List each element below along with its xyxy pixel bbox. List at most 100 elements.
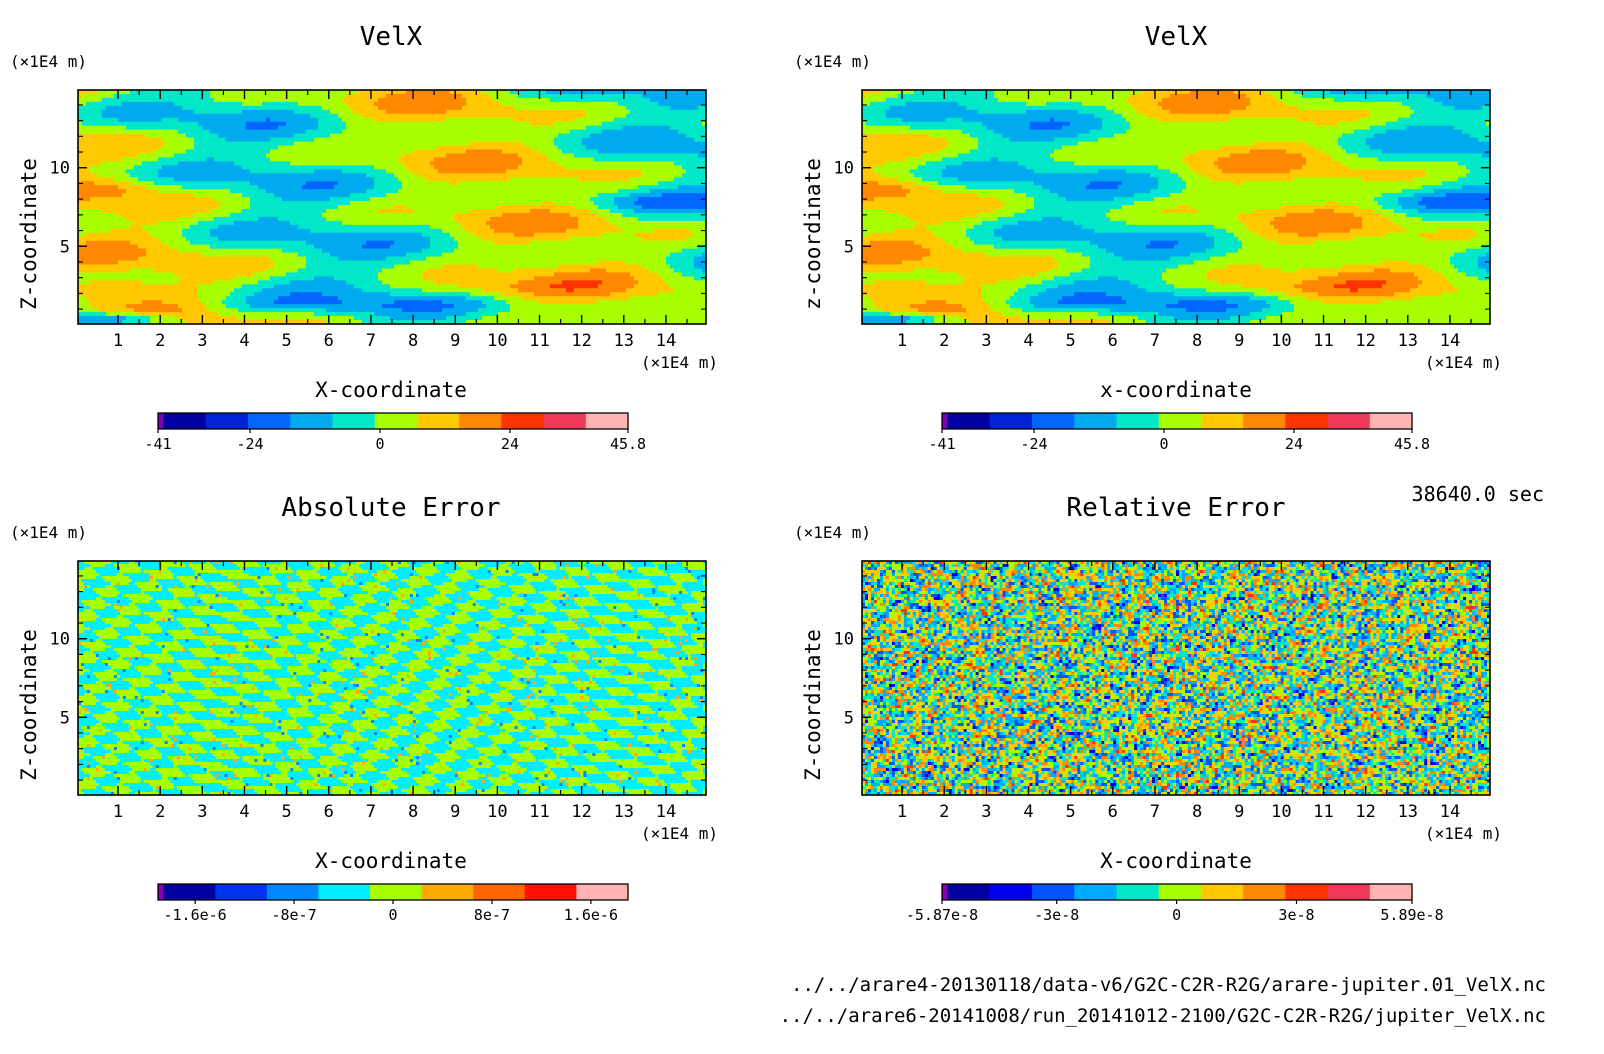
y-tick-label: 10 (834, 630, 854, 650)
colorbar-swatch (318, 884, 371, 900)
heatmap-field (78, 561, 706, 795)
y-axis-label: Z-coordinate (17, 158, 41, 310)
x-tick-label: 2 (155, 331, 165, 351)
colorbar-tick-label: 0 (388, 906, 397, 924)
colorbar-swatch (1200, 884, 1244, 900)
x-tick-label: 1 (113, 331, 123, 351)
colorbar-tick-label: -8e-7 (271, 906, 316, 924)
colorbar-tick-label: -41 (928, 435, 955, 453)
x-tick-label: 8 (1192, 331, 1202, 351)
x-tick-label: 4 (1023, 331, 1033, 351)
colorbar-swatch (576, 884, 629, 900)
x-tick-label: 7 (366, 802, 376, 822)
colorbar-tick-label: -3e-8 (1034, 906, 1079, 924)
x-tick-label: 12 (1355, 331, 1375, 351)
chart-panel-4: Relative Error (×1E4 m) (×1E4 m) X-coordina… (794, 493, 1502, 924)
x-tick-label: 8 (1192, 802, 1202, 822)
colorbar: -5.87e-8 -3e-8 0 3e-8 5.89e-8 (906, 883, 1444, 924)
colorbar-swatch (1074, 413, 1117, 429)
colorbar-swatch (1074, 884, 1117, 900)
x-tick-label: 6 (1108, 331, 1118, 351)
x-unit-label: (×1E4 m) (641, 353, 718, 372)
colorbar-swatch (266, 884, 319, 900)
colorbar-swatch (215, 884, 268, 900)
chart-title: Relative Error (1066, 493, 1285, 523)
x-tick-label: 13 (614, 802, 634, 822)
colorbar-swatch (942, 413, 949, 429)
colorbar-swatch (1285, 884, 1328, 900)
x-tick-label: 14 (656, 331, 676, 351)
x-axis-label: X-coordinate (1100, 849, 1252, 873)
colorbar-tick-label: -24 (1021, 435, 1048, 453)
x-tick-label: 7 (1150, 331, 1160, 351)
x-tick-label: 12 (1355, 802, 1375, 822)
x-tick-label: 3 (981, 331, 991, 351)
colorbar-swatch (1032, 884, 1075, 900)
x-tick-label: 9 (1234, 331, 1244, 351)
colorbar-swatch (947, 413, 991, 429)
x-tick-label: 2 (939, 331, 949, 351)
chart-panels: VelX (×1E4 m) (×1E4 m) X-coordinate Z-coordi… (10, 22, 1502, 924)
file-path-2: ../../arare6-20141008/run_20141012-2100/… (780, 1005, 1546, 1027)
chart-title: VelX (1145, 22, 1208, 52)
colorbar-tick-label: 24 (1285, 435, 1303, 453)
x-tick-label: 12 (571, 802, 591, 822)
colorbar-tick-label: 24 (501, 435, 519, 453)
colorbar-swatch (370, 884, 423, 900)
chart-panel-1: VelX (×1E4 m) (×1E4 m) X-coordinate Z-coordi… (10, 22, 718, 453)
colorbar-tick-label: 45.8 (610, 435, 646, 453)
colorbar-swatch (524, 884, 577, 900)
colorbar-tick-label: 45.8 (1394, 435, 1430, 453)
heatmap-field (862, 90, 1490, 324)
colorbar-swatch (989, 413, 1033, 429)
colorbar-swatch (1369, 884, 1413, 900)
colorbar-tick-label: -41 (144, 435, 171, 453)
colorbar-swatch (947, 884, 991, 900)
x-tick-label: 11 (529, 802, 549, 822)
x-tick-label: 4 (239, 331, 249, 351)
y-tick-label: 10 (834, 159, 854, 179)
y-tick-label: 5 (844, 237, 854, 257)
colorbar: -41 -24 0 24 45.8 (928, 412, 1430, 453)
x-tick-label: 6 (324, 331, 334, 351)
colorbar-tick-label: 0 (1172, 906, 1181, 924)
colorbar: -1.6e-6 -8e-7 0 8e-7 1.6e-6 (157, 883, 629, 924)
colorbar-tick-label: -5.87e-8 (906, 906, 978, 924)
colorbar-swatch (1285, 413, 1328, 429)
colorbar-swatch (1116, 884, 1160, 900)
y-tick-label: 5 (60, 237, 70, 257)
y-axis-label: Z-coordinate (801, 629, 825, 781)
colorbar-swatch (1200, 413, 1244, 429)
colorbar-tick-label: -1.6e-6 (163, 906, 226, 924)
chart-panel-2: VelX (×1E4 m) (×1E4 m) x-coordinate z-coordi… (794, 22, 1502, 453)
x-tick-label: 9 (450, 331, 460, 351)
y-tick-label: 5 (844, 708, 854, 728)
colorbar-swatch (332, 413, 376, 429)
file-path-1: ../../arare4-20130118/data-v6/G2C-C2R-R2… (791, 974, 1546, 996)
x-tick-label: 2 (155, 802, 165, 822)
x-tick-label: 2 (939, 802, 949, 822)
colorbar-swatch (374, 413, 418, 429)
y-unit-label: (×1E4 m) (794, 523, 871, 542)
time-label: 38640.0 sec (1412, 482, 1544, 506)
colorbar-frame (157, 412, 629, 430)
colorbar-swatch (290, 413, 333, 429)
x-tick-label: 3 (197, 802, 207, 822)
colorbar-tick-label: 0 (375, 435, 384, 453)
y-axis-label: Z-coordinate (17, 629, 41, 781)
colorbar-swatch (473, 884, 526, 900)
colorbar-swatch (1158, 884, 1202, 900)
colorbar-swatch (416, 413, 460, 429)
colorbar-swatch (421, 884, 474, 900)
chart-panel-3: Absolute Error (×1E4 m) (×1E4 m) X-coordina… (10, 493, 718, 924)
y-unit-label: (×1E4 m) (794, 52, 871, 71)
chart-title: VelX (360, 22, 423, 52)
x-tick-label: 9 (450, 802, 460, 822)
x-tick-label: 14 (656, 802, 676, 822)
x-tick-label: 8 (408, 802, 418, 822)
colorbar-swatch (942, 884, 949, 900)
x-tick-label: 13 (1398, 331, 1418, 351)
colorbar-tick-label: 8e-7 (474, 906, 510, 924)
x-tick-label: 3 (197, 331, 207, 351)
colorbar-tick-label: 1.6e-6 (564, 906, 618, 924)
